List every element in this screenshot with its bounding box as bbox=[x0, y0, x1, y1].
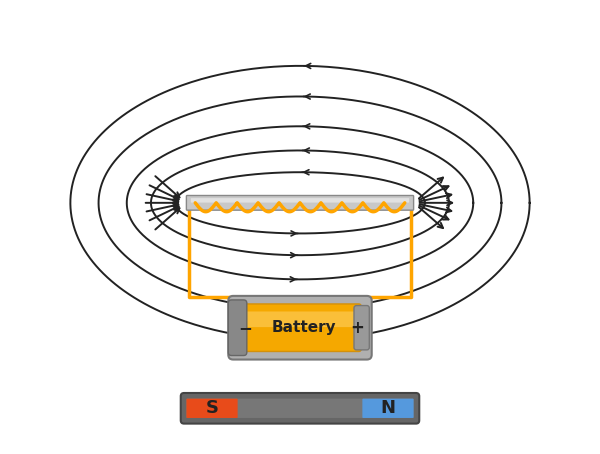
FancyBboxPatch shape bbox=[243, 311, 357, 327]
Text: Battery: Battery bbox=[272, 320, 337, 335]
Text: S: S bbox=[206, 400, 218, 417]
Text: +: + bbox=[350, 319, 364, 337]
FancyBboxPatch shape bbox=[239, 304, 361, 351]
Text: N: N bbox=[380, 400, 395, 417]
FancyBboxPatch shape bbox=[187, 399, 413, 418]
FancyBboxPatch shape bbox=[181, 393, 419, 424]
FancyBboxPatch shape bbox=[187, 196, 413, 210]
Text: −: − bbox=[238, 319, 252, 337]
FancyBboxPatch shape bbox=[362, 399, 413, 418]
FancyBboxPatch shape bbox=[354, 306, 369, 350]
FancyBboxPatch shape bbox=[191, 198, 409, 202]
FancyBboxPatch shape bbox=[187, 399, 238, 418]
FancyBboxPatch shape bbox=[228, 300, 247, 355]
FancyBboxPatch shape bbox=[228, 296, 372, 360]
